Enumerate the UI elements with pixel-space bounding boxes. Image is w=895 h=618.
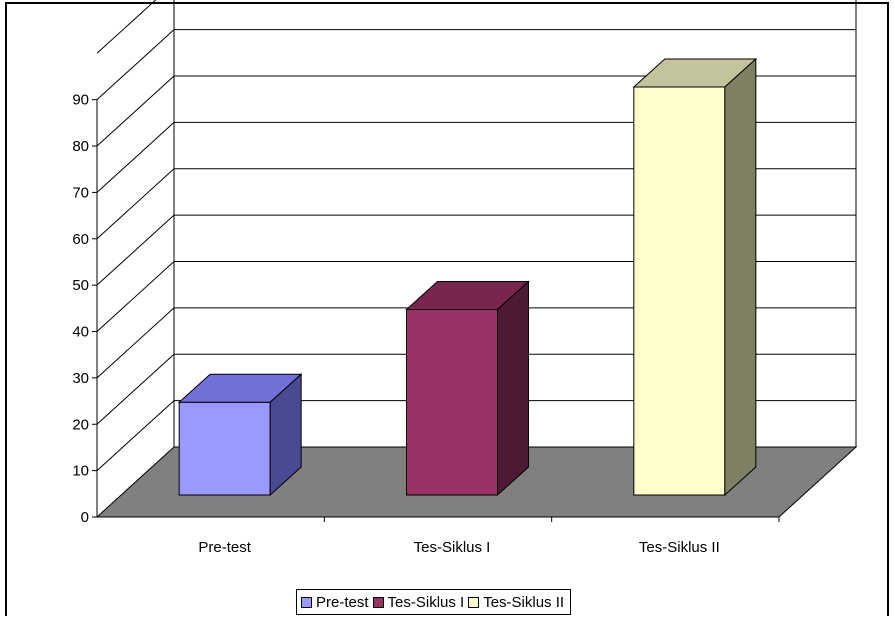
bar-side-tes-siklus-i bbox=[497, 280, 529, 497]
legend-swatch-pre-test bbox=[301, 596, 312, 608]
gridline-side bbox=[96, 307, 175, 379]
chart-legend: Pre-test Tes-Siklus I Tes-Siklus II bbox=[296, 589, 572, 615]
gridline-side bbox=[96, 29, 175, 101]
category-label-tes-siklus-ii: Tes-Siklus II bbox=[639, 539, 720, 556]
y-tick-label-90: 90 bbox=[72, 92, 89, 109]
legend-swatch-tes-siklus-1 bbox=[372, 596, 384, 608]
y-tick-label-10: 10 bbox=[72, 463, 89, 480]
gridline-side bbox=[96, 75, 175, 147]
legend-label-tes-siklus-2: Tes-Siklus II bbox=[483, 593, 565, 611]
wall-top-side bbox=[96, 0, 157, 54]
y-tick-label-70: 70 bbox=[72, 184, 89, 201]
y-tick-label-50: 50 bbox=[72, 277, 89, 294]
gridline-side bbox=[96, 400, 175, 471]
bars-layer bbox=[177, 57, 758, 497]
gridline-side bbox=[96, 122, 175, 193]
legend-item-pre-test: Pre-test bbox=[301, 594, 369, 611]
y-tick-label-20: 20 bbox=[72, 416, 89, 433]
legend-item-tes-siklus-1: Tes-Siklus I bbox=[372, 593, 465, 611]
category-label-tes-siklus-i: Tes-Siklus I bbox=[414, 539, 491, 556]
legend-label-tes-siklus-1: Tes-Siklus I bbox=[387, 593, 465, 611]
y-tick-label-60: 60 bbox=[72, 231, 89, 248]
gridline-side bbox=[96, 261, 175, 332]
legend-label-pre-test: Pre-test bbox=[316, 593, 369, 611]
gridline-side bbox=[96, 168, 175, 240]
axis-layer bbox=[92, 99, 780, 522]
bar-side-pre-test bbox=[269, 373, 302, 497]
gridline-side bbox=[96, 214, 175, 286]
bar-front-tes-siklus-i bbox=[406, 309, 498, 496]
chart-frame bbox=[5, 2, 889, 616]
legend-item-tes-siklus-2: Tes-Siklus II bbox=[468, 594, 564, 611]
gridline-side bbox=[96, 353, 175, 425]
y-tick-label-0: 0 bbox=[81, 509, 89, 526]
legend-swatch-tes-siklus-2 bbox=[468, 596, 480, 608]
category-label-pre-test: Pre-test bbox=[198, 539, 251, 556]
y-tick-label-80: 80 bbox=[72, 138, 89, 155]
bar-side-tes-siklus-ii bbox=[724, 57, 757, 497]
y-tick-label-40: 40 bbox=[72, 324, 89, 341]
bar-front-pre-test bbox=[178, 401, 271, 496]
y-tick-label-30: 30 bbox=[72, 370, 89, 387]
labels-layer: Pre-test Tes-Siklus I Tes-Siklus II 0 10 20 30… bbox=[72, 92, 719, 556]
bar-front-tes-siklus-ii bbox=[633, 86, 726, 496]
